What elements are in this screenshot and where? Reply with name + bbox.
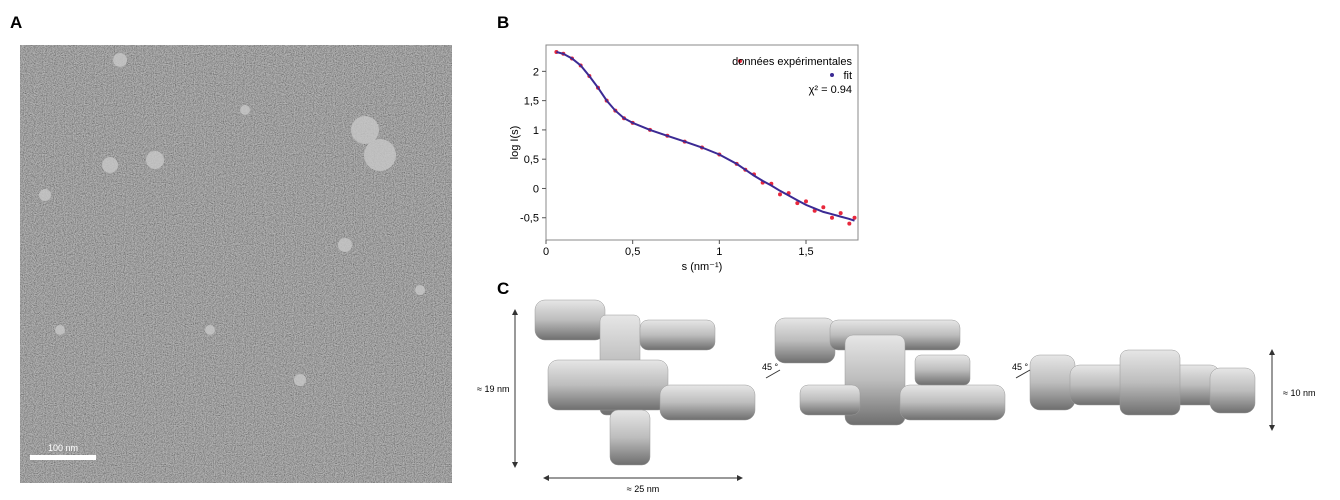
y-tick-label: 2 bbox=[533, 66, 539, 78]
legend-label: données expérimentales bbox=[732, 56, 852, 68]
data-point bbox=[821, 205, 826, 210]
x-tick-label: 0 bbox=[543, 246, 549, 258]
legend-marker bbox=[830, 73, 834, 77]
rotation-label: 45 ° bbox=[1012, 362, 1029, 372]
panel-label: C bbox=[497, 279, 509, 298]
y-tick-label: 0 bbox=[533, 183, 539, 195]
micrograph: 100 nm bbox=[20, 45, 452, 483]
y-axis-label: log I(s) bbox=[509, 126, 521, 160]
panel-label: A bbox=[10, 13, 22, 32]
x-tick-label: 1 bbox=[716, 246, 722, 258]
legend-label: fit bbox=[843, 70, 852, 82]
legend-marker bbox=[738, 59, 742, 63]
x-tick-label: 0,5 bbox=[625, 246, 640, 258]
data-point bbox=[838, 211, 843, 216]
plot-frame bbox=[545, 44, 859, 241]
dimension-label: ≈ 19 nm bbox=[477, 384, 509, 394]
y-tick-label: 1,5 bbox=[524, 96, 539, 108]
dimension-label: ≈ 10 nm bbox=[1283, 388, 1315, 398]
data-point bbox=[778, 192, 782, 197]
data-point bbox=[830, 215, 834, 220]
data-point bbox=[852, 215, 857, 220]
envelope-views bbox=[534, 299, 1256, 466]
rotation-label: 45 ° bbox=[762, 362, 779, 372]
x-axis-label: s (nm⁻¹) bbox=[682, 261, 723, 273]
panel-label: B bbox=[497, 13, 509, 32]
fit-line bbox=[556, 51, 855, 222]
annotation: χ² = 0.94 bbox=[809, 84, 852, 96]
y-tick-label: 0,5 bbox=[524, 154, 539, 166]
x-tick-label: 1,5 bbox=[798, 246, 813, 258]
scale-bar-label: 100 nm bbox=[48, 443, 78, 453]
data-point bbox=[795, 201, 800, 206]
data-point bbox=[804, 199, 808, 204]
y-tick-label: 1 bbox=[533, 125, 539, 137]
y-tick-label: -0,5 bbox=[520, 213, 539, 225]
dimension-arrows bbox=[512, 309, 1275, 481]
data-point bbox=[847, 221, 852, 226]
dimension-label: ≈ 25 nm bbox=[627, 484, 659, 494]
saxs-chart: 0 0,5 1 1,5 -0,5 0 0,5 1 1,5 2 s (nm⁻¹) log I(s) don… bbox=[509, 44, 859, 273]
